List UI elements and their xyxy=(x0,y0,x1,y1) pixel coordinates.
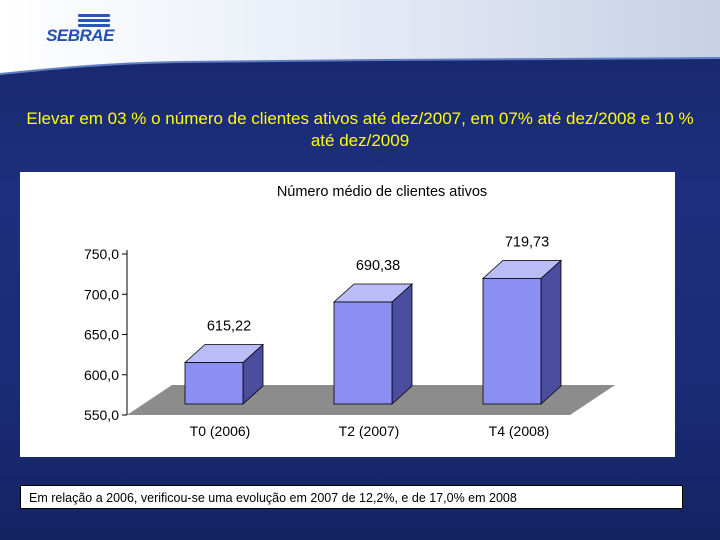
header-swoosh xyxy=(0,0,720,75)
y-tick-label: 650,0 xyxy=(84,327,119,343)
page-title: Elevar em 03 % o número de clientes ativ… xyxy=(26,109,694,150)
bar-side xyxy=(391,283,413,405)
x-tick-label: T4 (2008) xyxy=(489,423,550,439)
bar xyxy=(183,343,265,405)
bar-front xyxy=(482,277,542,405)
data-label: 615,22 xyxy=(207,318,251,334)
chart-panel: Número médio de clientes ativos 550,0 600… xyxy=(20,172,675,457)
data-label: 719,73 xyxy=(505,234,549,250)
y-tick-label: 600,0 xyxy=(84,367,119,383)
bar xyxy=(481,259,563,405)
y-axis-ticks: 550,0 600,0 650,0 700,0 750,0 xyxy=(84,246,127,423)
footnote-box: Em relação a 2006, verificou-se uma evol… xyxy=(20,485,683,509)
y-tick-label: 550,0 xyxy=(84,407,119,423)
bar-front xyxy=(184,362,244,405)
y-tick-label: 700,0 xyxy=(84,286,119,302)
bar-series: 615,22 690,38 719,73 xyxy=(183,234,563,405)
bar-front xyxy=(333,301,393,405)
footnote-text: Em relação a 2006, verificou-se uma evol… xyxy=(29,491,517,505)
x-tick-label: T0 (2006) xyxy=(190,423,251,439)
bar xyxy=(332,283,414,405)
data-label: 690,38 xyxy=(356,258,400,274)
bar-side xyxy=(540,259,562,405)
bar-chart: Número médio de clientes ativos 550,0 600… xyxy=(84,184,615,439)
y-tick-label: 750,0 xyxy=(84,246,119,262)
sebrae-logo: SEBRAE xyxy=(40,12,120,48)
chart-title: Número médio de clientes ativos xyxy=(277,184,487,200)
x-tick-label: T2 (2007) xyxy=(339,423,400,439)
x-axis-labels: T0 (2006) T2 (2007) T4 (2008) xyxy=(190,423,550,439)
header-band: SEBRAE xyxy=(0,0,720,78)
logo-text: SEBRAE xyxy=(46,26,114,45)
